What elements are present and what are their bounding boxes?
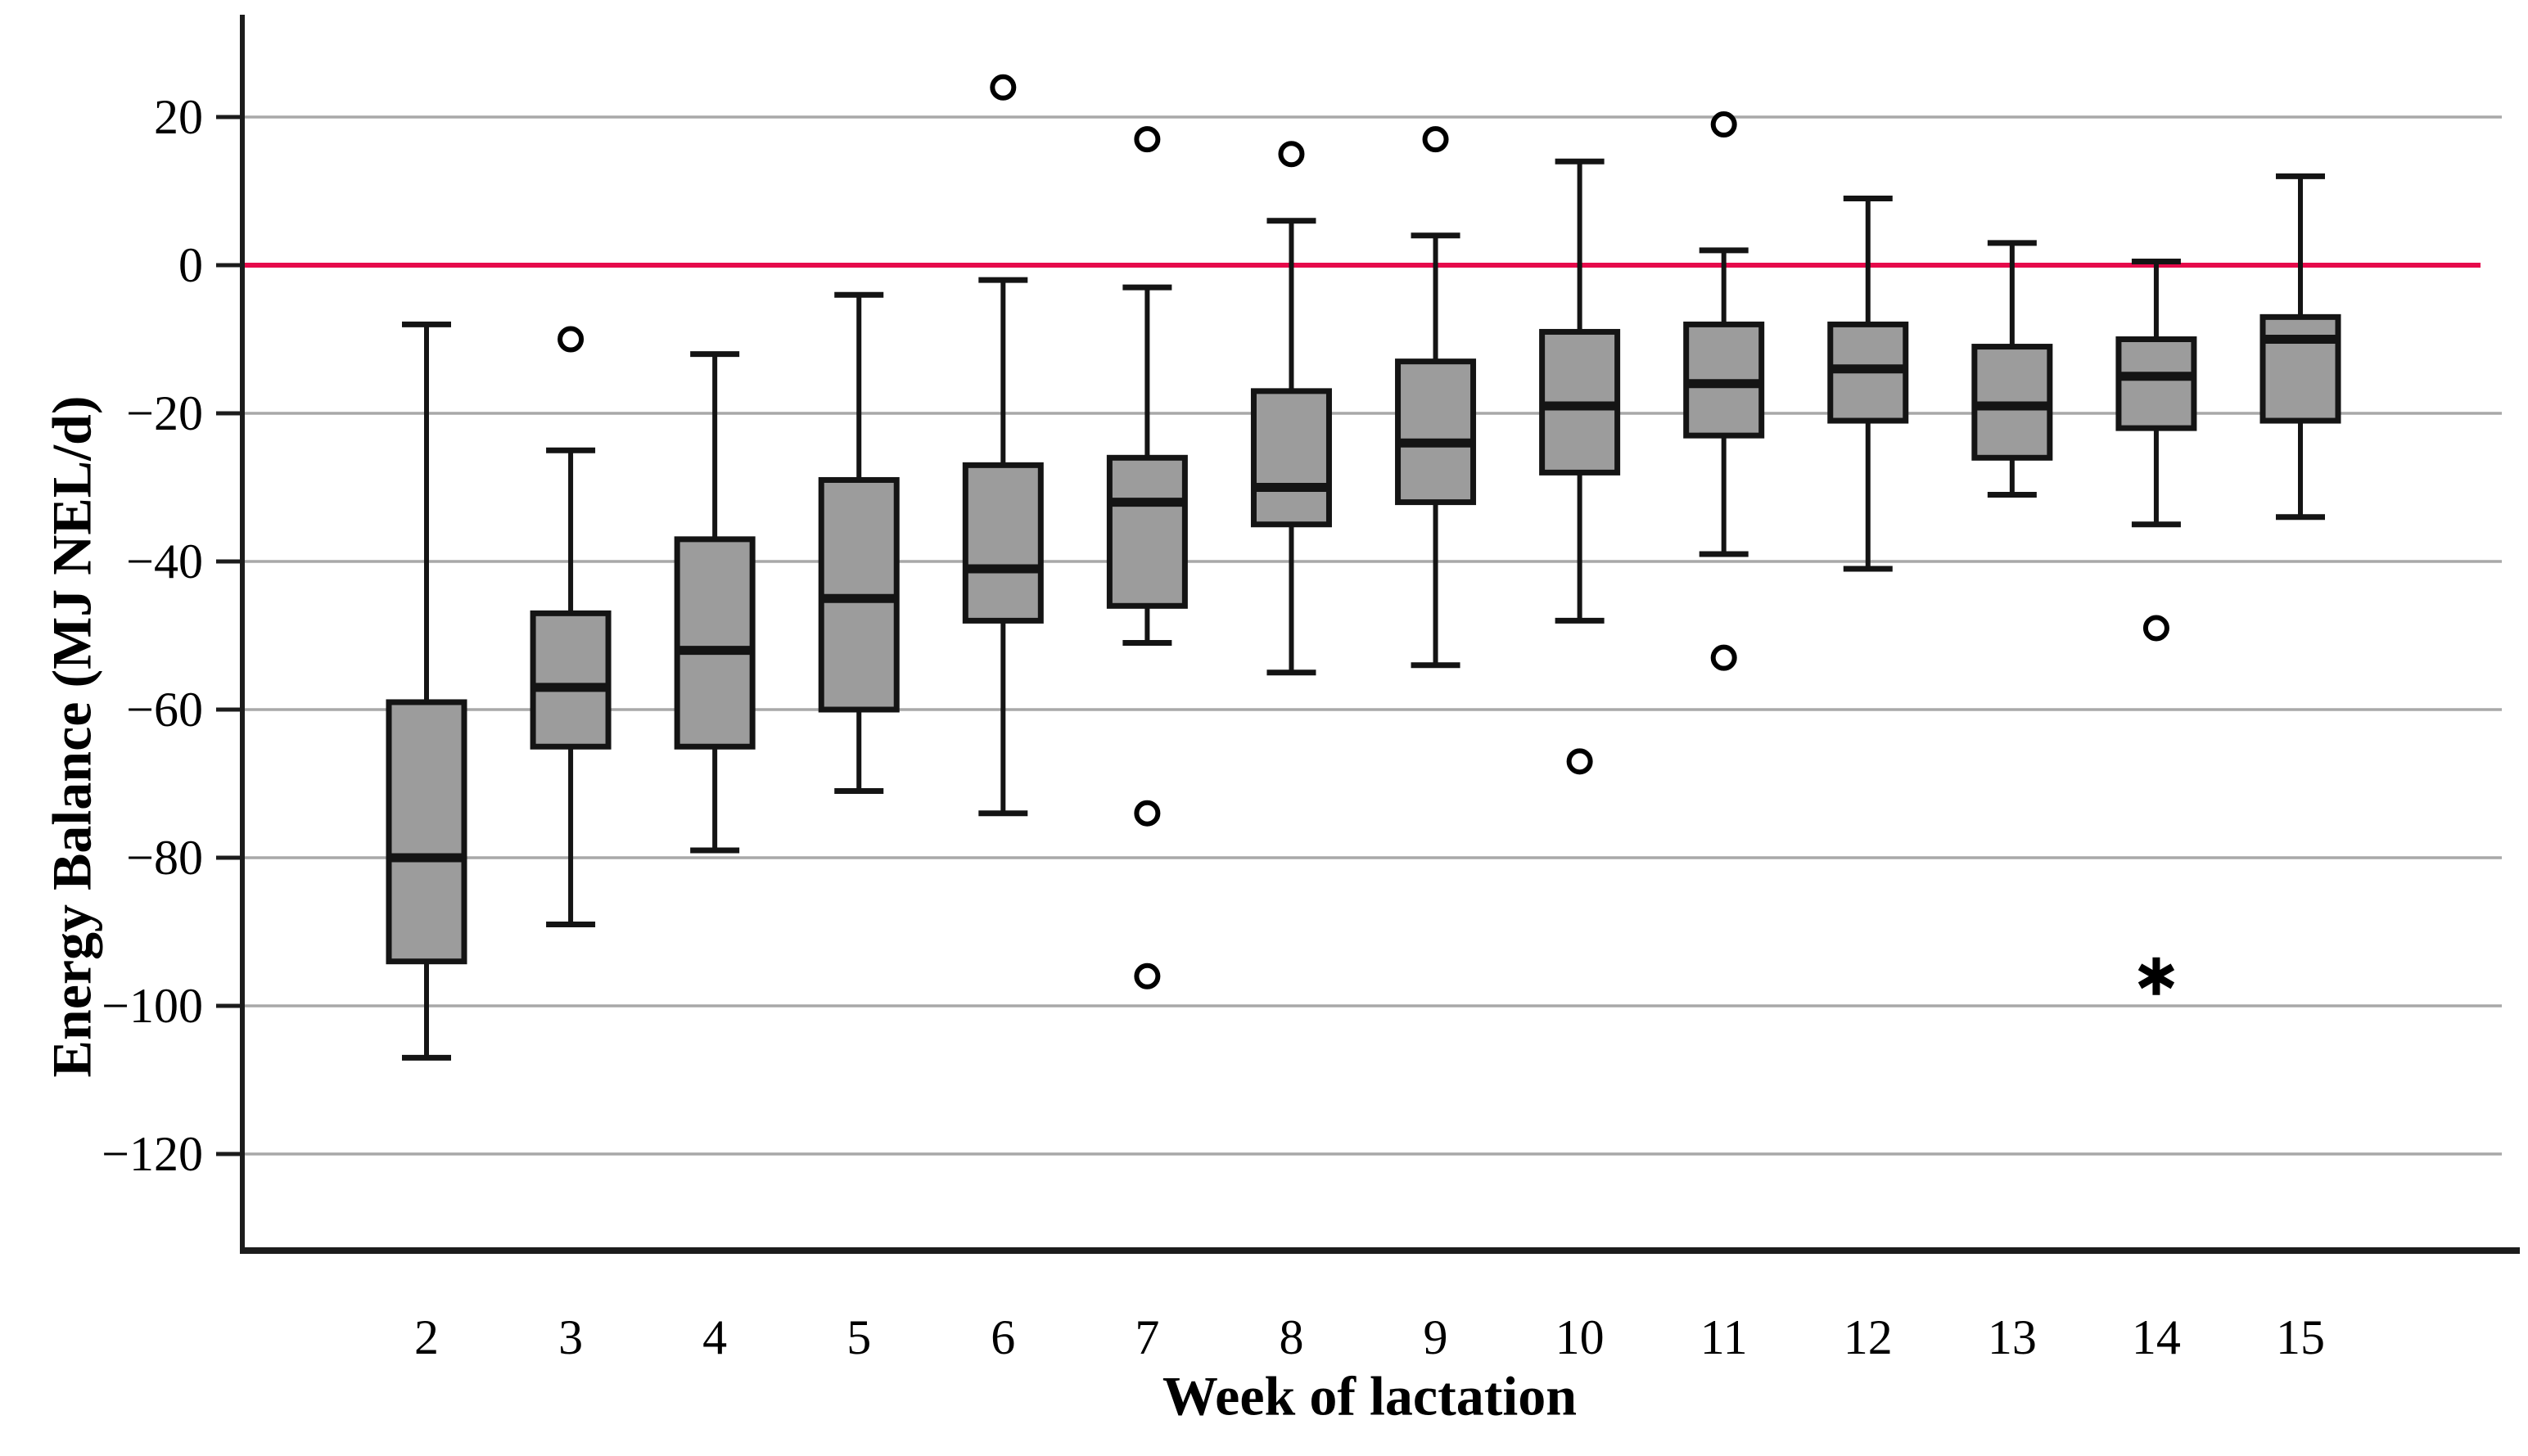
box-week-3 xyxy=(530,326,612,927)
iqr-box xyxy=(2259,313,2341,424)
x-tick-label-11: 11 xyxy=(1700,1310,1748,1364)
box-week-15 xyxy=(2259,173,2341,521)
x-tick-label-6: 6 xyxy=(991,1310,1015,1364)
x-tick-label-7: 7 xyxy=(1135,1310,1159,1364)
outlier-circle xyxy=(1710,644,1737,671)
x-tick-label-12: 12 xyxy=(1844,1310,1893,1364)
iqr-box xyxy=(674,536,756,750)
outlier-circle xyxy=(2142,615,2169,642)
y-tick-label--120: −120 xyxy=(102,1127,203,1181)
y-axis-title: Energy Balance (MJ NEL/d) xyxy=(40,395,103,1078)
box-week-7 xyxy=(1106,126,1188,989)
outlier-circle xyxy=(1422,126,1449,153)
box-week-6 xyxy=(962,74,1044,817)
iqr-box xyxy=(2115,336,2197,431)
y-tick-label--20: −20 xyxy=(126,386,203,440)
x-tick-label-14: 14 xyxy=(2132,1310,2181,1364)
iqr-box xyxy=(962,462,1044,624)
iqr-box xyxy=(386,699,467,965)
x-tick-label-5: 5 xyxy=(846,1310,871,1364)
box-week-13 xyxy=(1971,240,2053,498)
y-tick-label--100: −100 xyxy=(102,979,203,1033)
box-week-5 xyxy=(818,291,900,795)
x-tick-label-10: 10 xyxy=(1555,1310,1605,1364)
y-tick-label--40: −40 xyxy=(126,534,203,588)
outlier-circle xyxy=(1566,748,1593,775)
x-tick-label-3: 3 xyxy=(558,1310,583,1364)
box-week-8 xyxy=(1250,141,1332,676)
box-week-10 xyxy=(1539,158,1621,775)
iqr-box xyxy=(1395,358,1477,506)
outlier-circle xyxy=(558,326,585,353)
iqr-box xyxy=(530,610,612,750)
y-tick-label--60: −60 xyxy=(126,683,203,737)
x-tick-label-9: 9 xyxy=(1424,1310,1448,1364)
x-tick-label-4: 4 xyxy=(702,1310,727,1364)
extreme-asterisk xyxy=(2138,963,2175,989)
y-tick-label-20: 20 xyxy=(154,90,203,144)
x-tick-label-2: 2 xyxy=(414,1310,439,1364)
outlier-circle xyxy=(990,74,1017,101)
box-week-2 xyxy=(386,321,467,1061)
outlier-circle xyxy=(1134,962,1161,989)
outlier-circle xyxy=(1278,141,1305,168)
outlier-circle xyxy=(1134,800,1161,827)
outlier-circle xyxy=(1134,126,1161,153)
y-tick-label-0: 0 xyxy=(178,238,203,292)
box-week-4 xyxy=(674,351,756,854)
y-tick-label--80: −80 xyxy=(126,831,203,885)
box-week-9 xyxy=(1395,126,1477,669)
x-tick-label-15: 15 xyxy=(2276,1310,2325,1364)
x-tick-label-8: 8 xyxy=(1279,1310,1303,1364)
box-week-12 xyxy=(1827,196,1909,572)
x-axis-title: Week of lactation xyxy=(1162,1364,1578,1427)
iqr-box xyxy=(1250,388,1332,528)
outlier-circle xyxy=(1710,111,1737,138)
box-week-11 xyxy=(1683,111,1765,671)
iqr-box xyxy=(1106,454,1188,609)
x-tick-label-13: 13 xyxy=(1988,1310,2037,1364)
box-week-14 xyxy=(2115,258,2197,995)
